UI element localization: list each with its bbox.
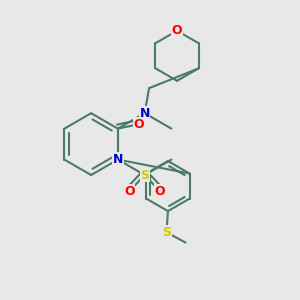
Text: N: N — [140, 107, 150, 120]
Text: O: O — [124, 185, 135, 198]
Text: O: O — [155, 185, 165, 198]
Text: N: N — [113, 153, 123, 166]
Text: S: S — [162, 226, 171, 239]
Text: S: S — [140, 169, 149, 182]
Text: O: O — [133, 118, 144, 131]
Text: O: O — [172, 24, 182, 37]
